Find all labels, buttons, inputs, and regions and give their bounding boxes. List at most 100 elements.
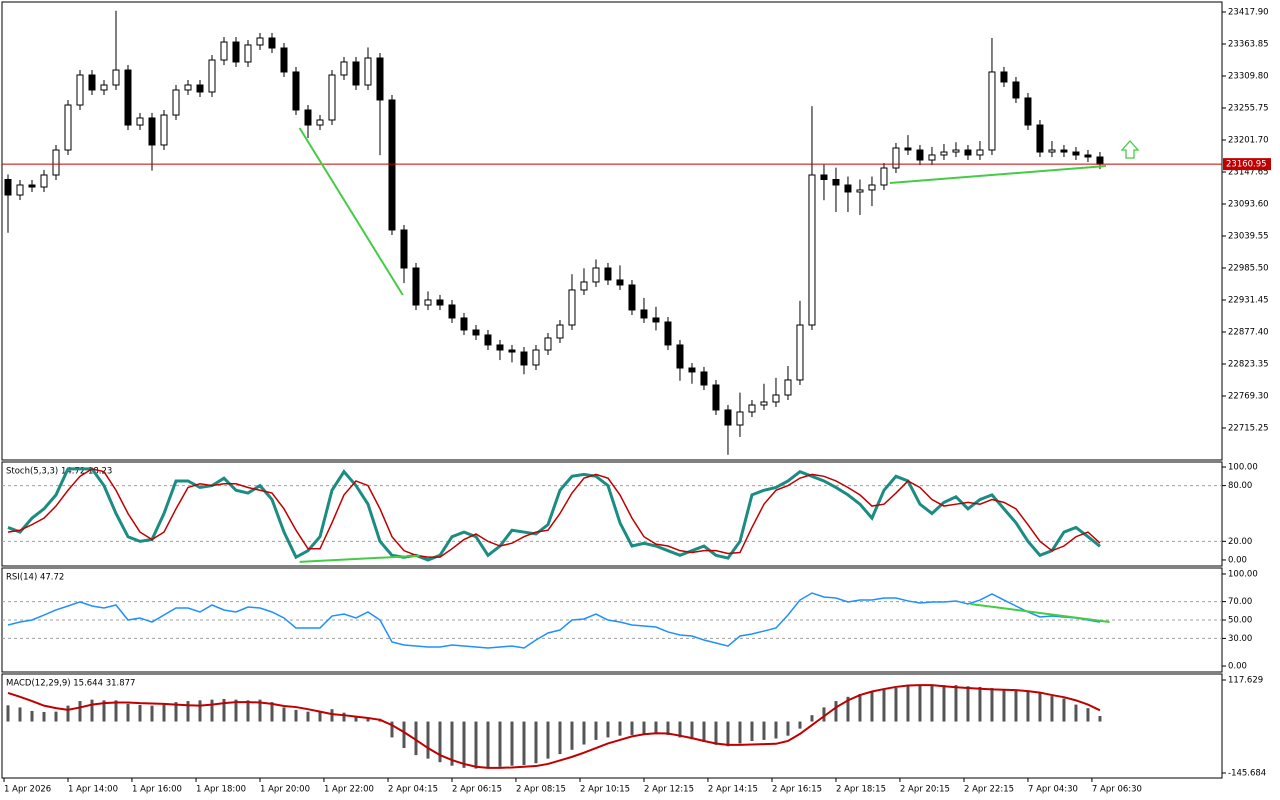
macd-bar	[150, 705, 154, 722]
macd-bar	[570, 721, 574, 750]
candle-body	[556, 324, 564, 339]
candle-body	[88, 74, 96, 91]
x-tick-label: 2 Apr 20:15	[900, 785, 950, 795]
macd-bar	[6, 705, 10, 722]
y-tick-label: 0.00	[1228, 662, 1247, 672]
candle-body	[616, 279, 624, 286]
candle-body	[1048, 149, 1056, 153]
macd-bar	[558, 721, 562, 755]
y-tick-label: 23039.55	[1228, 232, 1269, 242]
macd-bar	[498, 721, 502, 767]
candle-body	[712, 384, 720, 411]
candle-body	[148, 117, 156, 146]
y-tick-label: 100.00	[1228, 463, 1258, 473]
macd-bar	[654, 721, 658, 735]
y-tick-label: 30.00	[1228, 634, 1252, 644]
macd-bar	[438, 721, 442, 763]
macd-bar	[1098, 716, 1102, 722]
macd-bar	[666, 721, 670, 735]
indicator-line	[7, 467, 1101, 562]
candle-body	[580, 281, 588, 291]
candle-body	[964, 149, 972, 156]
macd-bar	[234, 699, 238, 722]
macd-bar	[930, 685, 934, 722]
candle-body	[244, 44, 252, 63]
macd-bar	[726, 721, 730, 747]
macd-bar	[978, 686, 982, 722]
macd-bar	[414, 721, 418, 756]
y-tick-label: 100.00	[1228, 569, 1258, 579]
x-tick-label: 2 Apr 06:15	[452, 785, 502, 795]
macd-bar	[426, 721, 430, 759]
x-tick-label: 1 Apr 18:00	[196, 785, 246, 795]
y-tick-label: 23201.70	[1228, 136, 1269, 146]
candle-body	[52, 149, 60, 176]
macd-bar	[606, 721, 610, 738]
macd-bar	[474, 721, 478, 769]
x-tick-label: 1 Apr 20:00	[260, 785, 310, 795]
macd-bar	[318, 710, 322, 722]
candle-body	[112, 69, 120, 86]
candle-body	[196, 84, 204, 93]
candle-body	[484, 334, 492, 346]
candle-body	[868, 184, 876, 191]
candle-body	[4, 178, 12, 196]
candle-body	[736, 411, 744, 426]
macd-bar	[1002, 689, 1006, 722]
macd-bar	[30, 710, 34, 722]
macd-bar	[486, 721, 490, 768]
candle-body	[1072, 151, 1080, 156]
candle-body	[388, 99, 396, 231]
signal-line	[7, 684, 1101, 769]
x-tick-label: 2 Apr 04:15	[388, 785, 438, 795]
macd-bar	[510, 721, 514, 766]
macd-bar	[450, 721, 454, 766]
candle-body	[832, 178, 840, 186]
macd-bar	[306, 711, 310, 722]
macd-bar	[702, 721, 706, 743]
y-tick-label: 50.00	[1228, 616, 1252, 626]
macd-bar	[846, 696, 850, 722]
candle-body	[784, 379, 792, 396]
indicator-line	[7, 468, 1101, 558]
candle-body	[208, 59, 216, 93]
macd-bar	[1074, 704, 1078, 722]
macd-bar	[246, 700, 250, 722]
candle-body	[796, 324, 804, 381]
macd-bar	[1026, 691, 1030, 722]
candle-body	[376, 57, 384, 101]
macd-bar	[678, 721, 682, 738]
candle-body	[772, 394, 780, 403]
y-tick-label: 23309.80	[1228, 72, 1269, 82]
macd-bar	[342, 712, 346, 722]
candle-body	[856, 189, 864, 193]
candle-body	[280, 47, 288, 73]
macd-bar	[990, 687, 994, 722]
candle-body	[808, 174, 816, 326]
macd-bar	[1062, 698, 1066, 722]
current-price-label: 23160.95	[1226, 160, 1267, 170]
macd-bar	[78, 701, 82, 722]
candle-body	[232, 41, 240, 63]
macd-bar	[330, 709, 334, 722]
candle-body	[304, 109, 312, 126]
candle-body	[676, 344, 684, 369]
x-tick-label: 7 Apr 06:30	[1092, 785, 1142, 795]
macd-bar	[774, 721, 778, 739]
macd-bar	[954, 685, 958, 722]
candle-body	[316, 119, 324, 126]
macd-bar	[366, 717, 370, 722]
macd-bar	[162, 704, 166, 722]
trendline	[889, 164, 1107, 184]
candle-body	[544, 337, 552, 351]
macd-bar	[294, 709, 298, 722]
y-tick-label: 80.00	[1228, 481, 1252, 491]
candle-body	[892, 147, 900, 169]
macd-bar	[786, 721, 790, 736]
y-tick-label: 22931.45	[1228, 296, 1269, 306]
macd-bar	[738, 721, 742, 744]
y-tick-label: 23255.75	[1228, 104, 1269, 114]
candle-body	[1060, 149, 1068, 153]
candle-body	[28, 184, 36, 188]
